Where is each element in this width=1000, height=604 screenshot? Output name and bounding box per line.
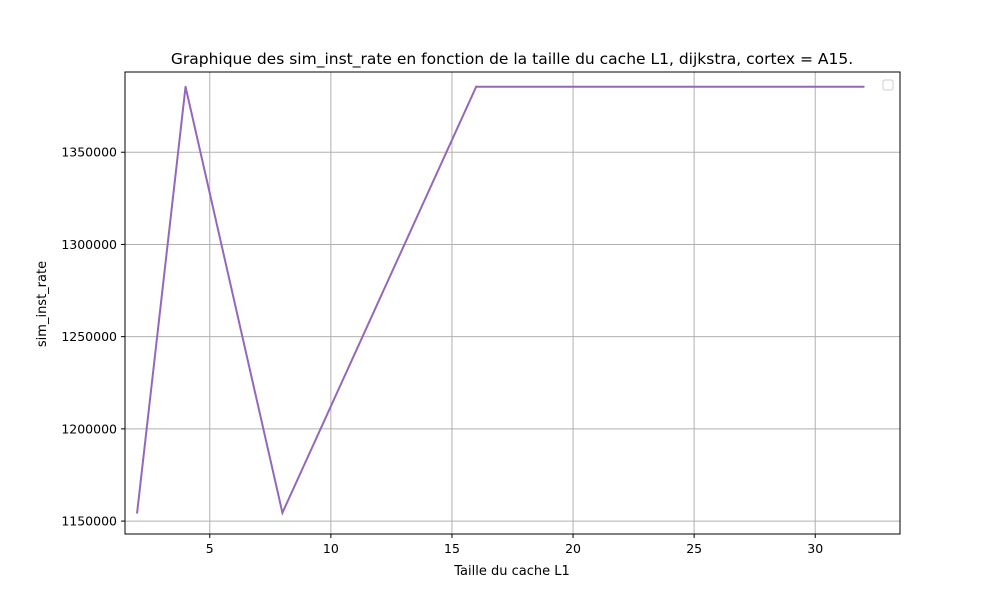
chart-title: Graphique des sim_inst_rate en fonction … bbox=[171, 50, 853, 69]
x-axis-label: Taille du cache L1 bbox=[453, 564, 570, 579]
legend-box bbox=[882, 79, 894, 91]
x-tick-label: 25 bbox=[686, 541, 702, 556]
data-point bbox=[281, 511, 284, 514]
series-lines bbox=[136, 85, 865, 516]
x-tick-label: 10 bbox=[323, 541, 339, 556]
data-point bbox=[184, 85, 187, 88]
axis-ticks: 5 10 15 20 25 30 1150000 1200000 1250000 1300000 1… bbox=[61, 145, 823, 556]
x-tick-label: 20 bbox=[565, 541, 581, 556]
y-axis-label: sim_inst_rate bbox=[35, 261, 50, 347]
x-tick-label: 30 bbox=[807, 541, 823, 556]
series-line bbox=[136, 85, 864, 516]
y-tick-label: 1250000 bbox=[61, 329, 117, 344]
y-tick-label: 1200000 bbox=[61, 421, 117, 436]
x-tick-label: 5 bbox=[206, 541, 214, 556]
plot-area-frame bbox=[124, 71, 901, 535]
data-point bbox=[475, 85, 478, 88]
y-tick-label: 1150000 bbox=[61, 514, 117, 529]
data-point bbox=[136, 511, 139, 514]
y-tick-label: 1300000 bbox=[61, 237, 117, 252]
grid-lines bbox=[125, 72, 900, 534]
x-tick-label: 15 bbox=[444, 541, 460, 556]
y-tick-label: 1350000 bbox=[61, 145, 117, 160]
data-point bbox=[862, 85, 865, 88]
